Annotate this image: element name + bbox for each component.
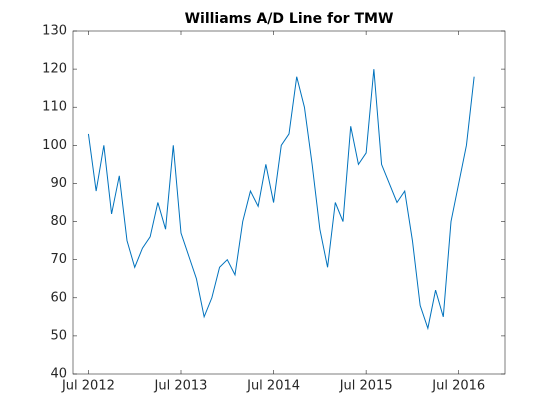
x-tick-label: Jul 2015 xyxy=(339,379,393,394)
x-tick-label: Jul 2016 xyxy=(431,379,485,394)
y-tick-label: 40 xyxy=(50,367,67,382)
y-tick-label: 110 xyxy=(42,100,67,115)
axes-box xyxy=(72,30,506,375)
y-tick-label: 60 xyxy=(50,290,67,305)
y-tick-label: 80 xyxy=(50,214,67,229)
y-tick-label: 120 xyxy=(42,62,67,77)
y-tick-label: 90 xyxy=(50,176,67,191)
y-tick-label: 70 xyxy=(50,252,67,267)
data-line xyxy=(87,69,475,331)
y-tick-label: 130 xyxy=(42,24,67,39)
y-tick-label: 50 xyxy=(50,328,67,343)
x-tick-label: Jul 2012 xyxy=(61,379,115,394)
x-tick-label: Jul 2013 xyxy=(154,379,208,394)
x-tick-label: Jul 2014 xyxy=(246,379,300,394)
y-tick-label: 100 xyxy=(42,138,67,153)
chart-title: Williams A/D Line for TMW xyxy=(185,11,394,27)
